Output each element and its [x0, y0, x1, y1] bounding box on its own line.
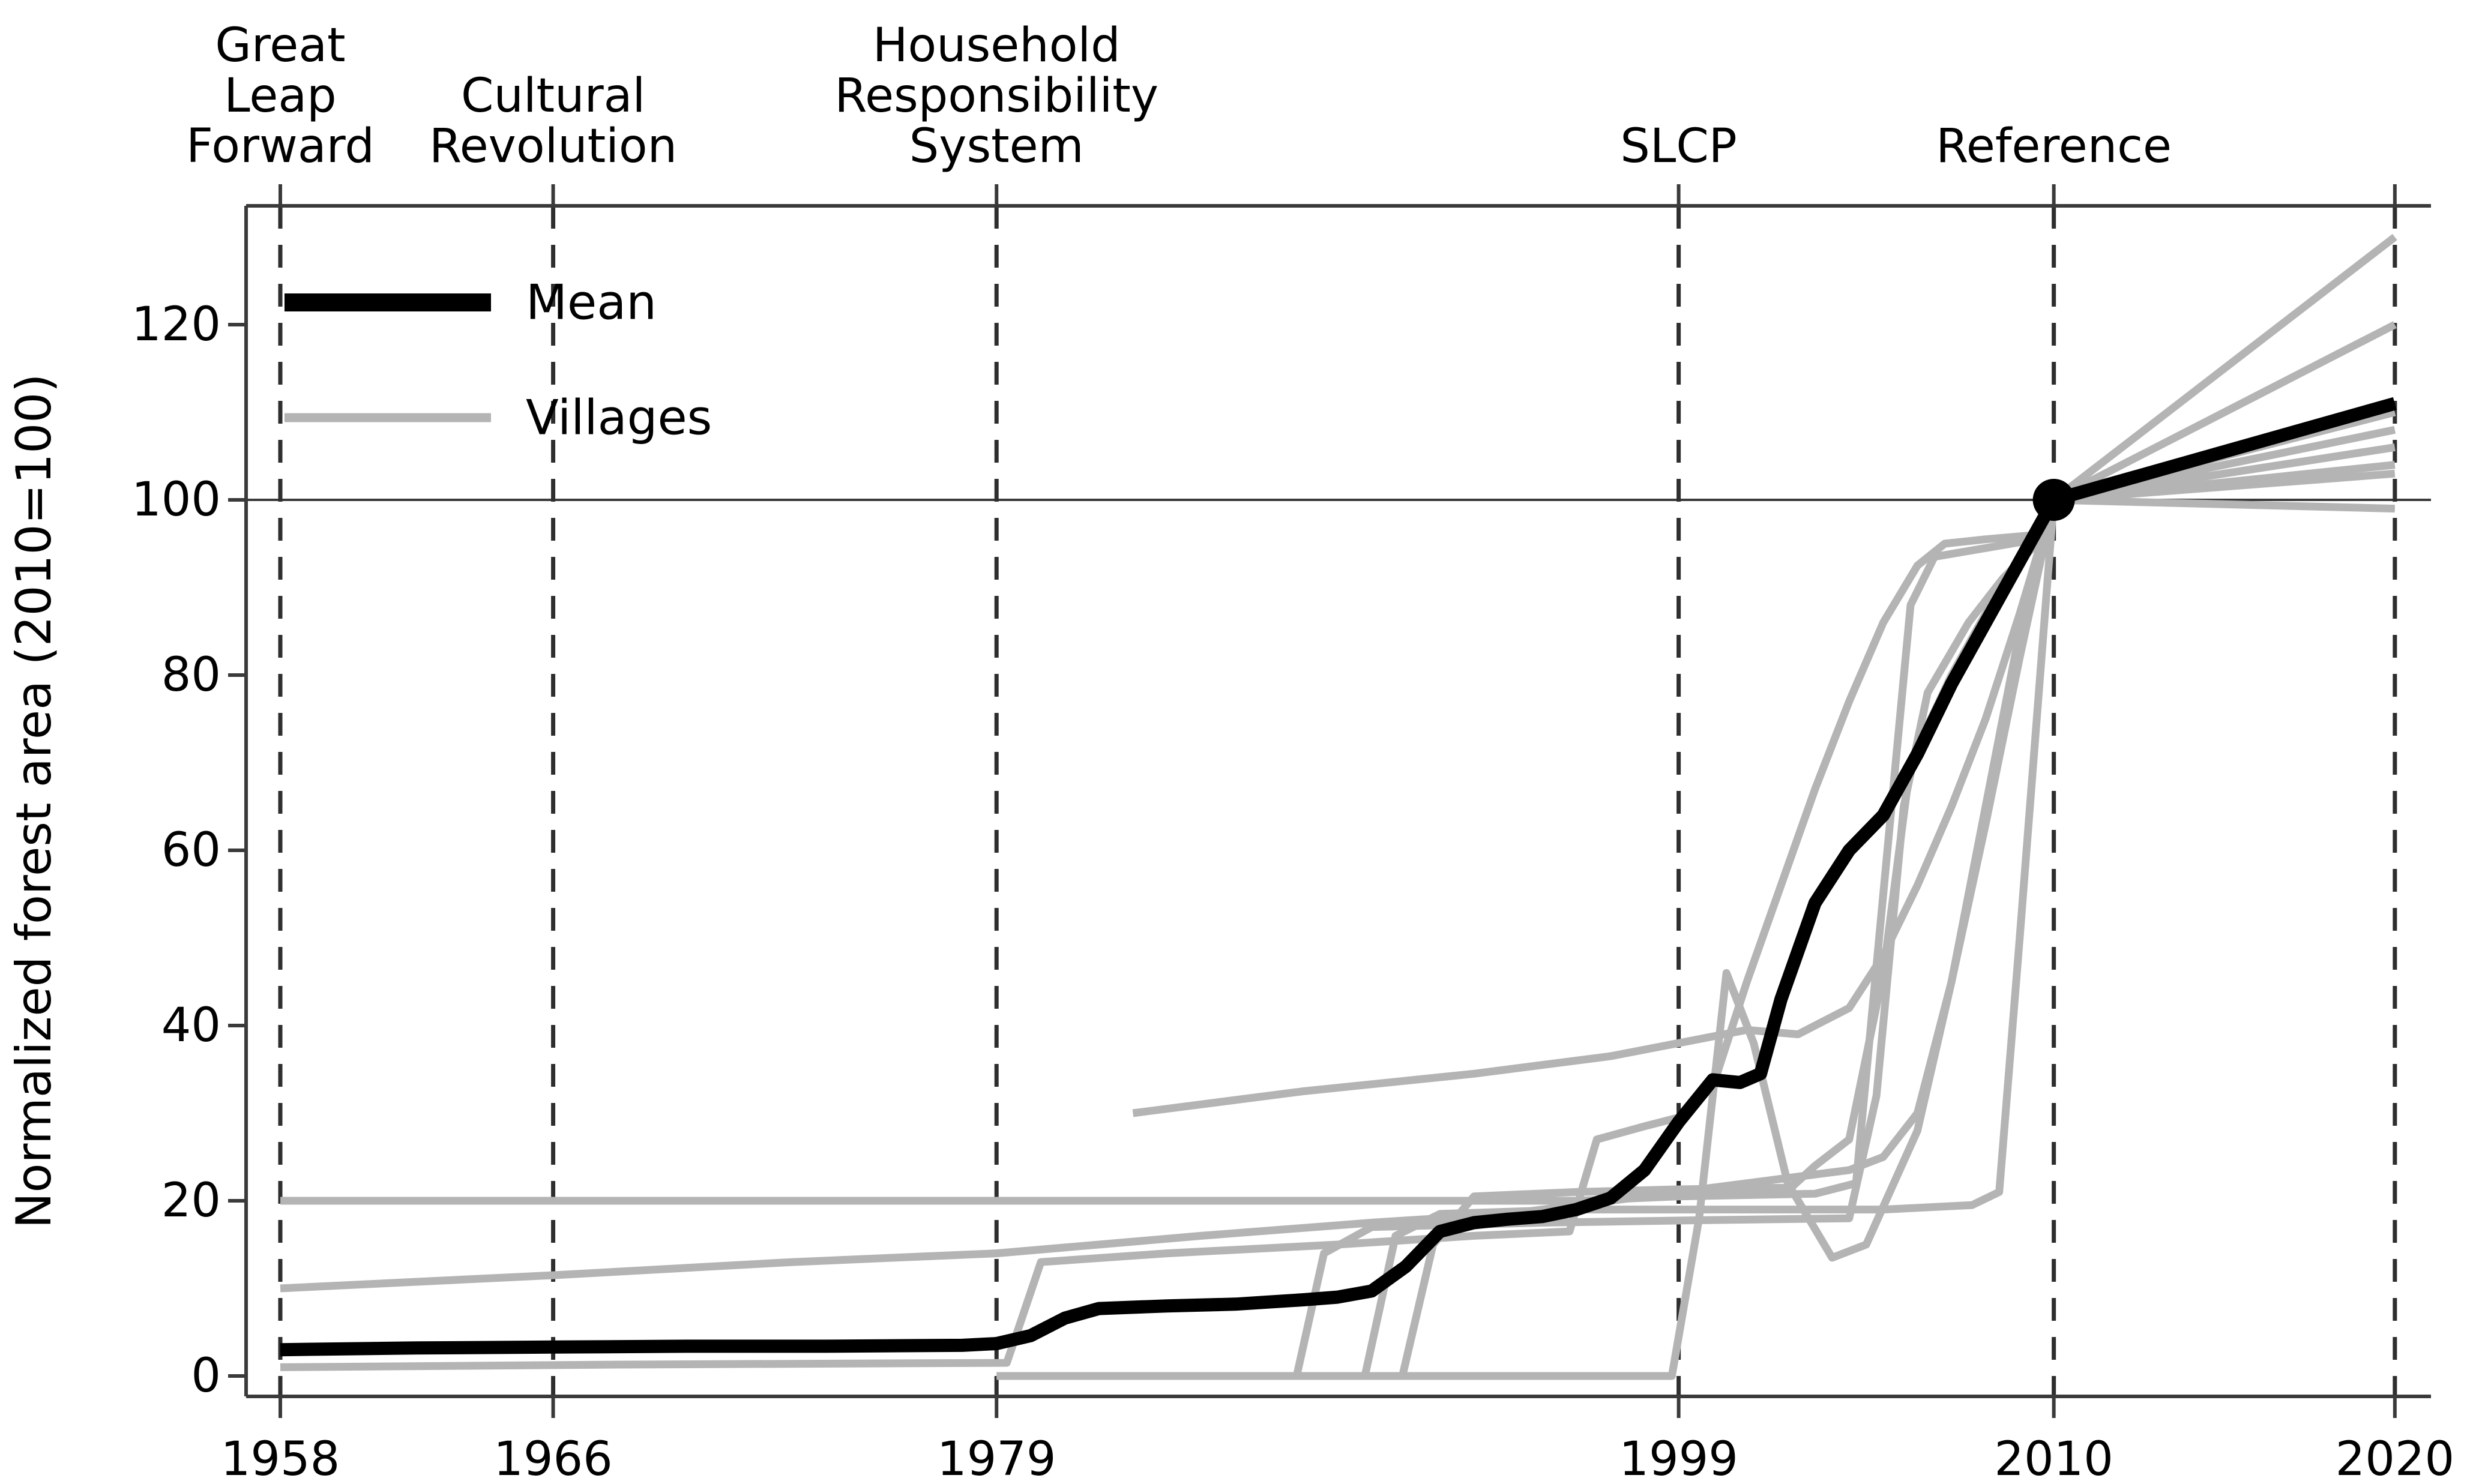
event-label-line: Leap [224, 69, 336, 123]
series-layer [280, 233, 2397, 1380]
mean-line [280, 397, 2397, 1357]
y-tick-label: 0 [191, 1349, 221, 1403]
event-label-line: System [909, 119, 1084, 173]
village-line [280, 461, 2396, 1293]
x-tick-label: 1958 [221, 1432, 340, 1484]
x-tick-label: 1999 [1619, 1432, 1738, 1484]
village-line [996, 321, 2397, 1380]
y-axis-title: Normalized forest area (2010=100) [6, 374, 62, 1229]
y-tick-label: 20 [161, 1174, 221, 1228]
event-dashed-lines [278, 206, 2397, 1396]
event-label-line: SLCP [1620, 119, 1737, 173]
event-label-line: Reference [1936, 119, 2172, 173]
legend-villages-label: Villages [526, 390, 712, 446]
x-tick-label: 2010 [1994, 1432, 2113, 1484]
event-label-line: Cultural [461, 69, 645, 123]
x-tick-label: 1979 [937, 1432, 1056, 1484]
x-tick-label: 1966 [493, 1432, 613, 1484]
axis-labels-layer: 0 20 40 60 80 100 120 1958 1966 1979 1999 2010 2020 [131, 298, 2454, 1484]
legend-mean-label: Mean [526, 275, 657, 331]
village-line [1133, 443, 2396, 1380]
reference-dot-2010 [2032, 479, 2075, 521]
x-tick-label: 2020 [2336, 1432, 2455, 1484]
village-line [1132, 425, 2396, 1117]
y-tick-label: 80 [161, 648, 221, 702]
axes-layer [228, 184, 2431, 1418]
event-label-line: Responsibility [834, 69, 1158, 123]
event-label-line: Household [873, 19, 1121, 73]
legend: Mean Villages [285, 275, 712, 446]
y-tick-label: 100 [131, 473, 221, 527]
y-tick-label: 120 [131, 298, 221, 352]
event-label-line: Great [215, 19, 345, 73]
village-line [1201, 233, 2397, 1380]
event-label-line: Forward [186, 119, 375, 173]
event-label-line: Revolution [429, 119, 677, 173]
y-tick-label: 60 [161, 823, 221, 877]
village-line [280, 496, 2395, 1205]
village-line [280, 469, 2396, 1371]
y-tick-label: 40 [161, 999, 221, 1053]
